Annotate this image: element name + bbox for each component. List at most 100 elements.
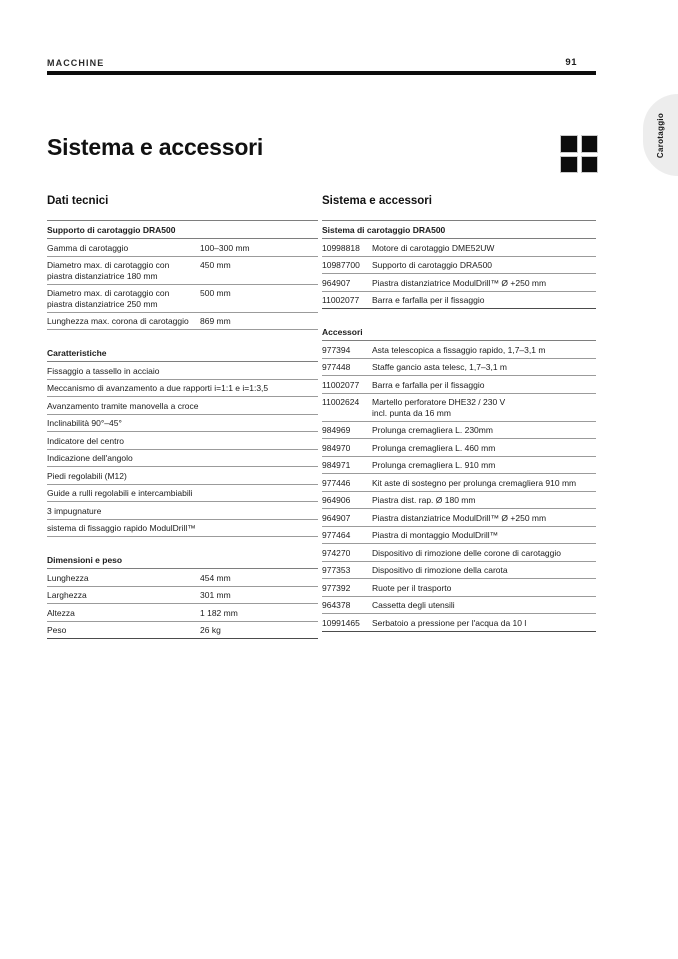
table-row: Altezza 1 182 mm [47, 604, 318, 622]
row-value: 26 kg [200, 625, 221, 635]
table-row: Indicazione dell'angolo [47, 450, 318, 467]
part-description-line: Motore di carotaggio DME52UW [372, 242, 495, 253]
table-row: Fissaggio a tassello in acciaio [47, 362, 318, 380]
part-number: 984970 [322, 442, 351, 453]
part-number: 977392 [322, 582, 351, 593]
row-label: Indicazione dell'angolo [47, 453, 133, 463]
part-number: 964378 [322, 600, 351, 610]
row-label: Gamma di carotaggio [47, 242, 129, 253]
row-label: Lunghezza [47, 572, 89, 583]
technical-data-column: Dati tecnici Supporto di carotaggio DRA5… [47, 195, 318, 639]
table-row: Larghezza 301 mm [47, 587, 318, 604]
table-row: 964907 Piastra distanziatrice ModulDrill™… [322, 509, 596, 527]
table-row: Indicatore del centro [47, 432, 318, 450]
part-description-line: Piastra dist. rap. Ø 180 mm [372, 495, 476, 505]
row-value: 301 mm [200, 590, 231, 600]
page-number: 91 [565, 57, 577, 68]
part-description: Asta telescopica a fissaggio rapido, 1,7… [372, 345, 596, 356]
part-number: 10987700 [322, 260, 360, 270]
table-subheader: Accessori [322, 323, 596, 341]
table-row: Meccanismo di avanzamento a due rapporti… [47, 380, 318, 397]
part-number: 977353 [322, 565, 351, 575]
table-row: 984969 Prolunga cremagliera L. 230mm [322, 422, 596, 439]
table-row: Peso 26 kg [47, 622, 318, 639]
table-row: 10991465 Serbatoio a pressione per l'acqu… [322, 614, 596, 632]
part-description-line: Staffe gancio asta telesc, 1,7–3,1 m [372, 362, 507, 372]
row-label: Avanzamento tramite manovella a croce [47, 400, 199, 411]
page-header: MACCHINE 91 [47, 0, 596, 68]
system-accessories-tables: Sistema di carotaggio DRA500 10998818 Moto… [322, 220, 596, 632]
row-label: Inclinabilità 90°–45° [47, 418, 122, 428]
table-row: Lunghezza max. corona di carotaggio 869 m… [47, 313, 318, 330]
part-description-line: Kit aste di sostegno per prolunga cremag… [372, 477, 577, 488]
row-label: Indicatore del centro [47, 435, 125, 446]
table-row: sistema di fissaggio rapido ModulDrill™ [47, 520, 318, 537]
part-description-line: Prolunga cremagliera L. 460 mm [372, 442, 496, 453]
part-description: Piastra dist. rap. Ø 180 mm [372, 495, 596, 506]
row-label: Piedi regolabili (M12) [47, 470, 127, 481]
table-row: 964907 Piastra distanziatrice ModulDrill™… [322, 274, 596, 292]
row-label: Guide a rulli regolabili e intercambiabi… [47, 488, 193, 498]
part-description-line: Asta telescopica a fissaggio rapido, 1,7… [372, 344, 546, 355]
logo-square-icon [560, 135, 578, 153]
part-description-line: Prolunga cremagliera L. 910 mm [372, 460, 496, 470]
part-description-line: Piastra distanziatrice ModulDrill™ Ø +25… [372, 512, 547, 523]
part-description-line: Dispositivo di rimozione della carota [372, 565, 508, 575]
part-description: Ruote per il trasporto [372, 583, 596, 594]
part-description: Piastra di montaggio ModulDrill™ [372, 530, 596, 541]
part-description-line: Serbatoio a pressione per l'acqua da 10 … [372, 617, 527, 628]
table-row: Gamma di carotaggio 100–300 mm [47, 239, 318, 257]
table-subheader: Caratteristiche [47, 344, 318, 362]
part-description: Prolunga cremagliera L. 910 mm [372, 460, 596, 471]
part-description-line: incl. punta da 16 mm [372, 407, 451, 418]
logo-square-icon [560, 155, 578, 173]
part-description: Piastra distanziatrice ModulDrill™ Ø +25… [372, 278, 596, 289]
row-value: 454 mm [200, 572, 231, 583]
part-description-line: Ruote per il trasporto [372, 582, 452, 593]
part-number: 11002077 [322, 379, 360, 390]
table-row: 964906 Piastra dist. rap. Ø 180 mm [322, 492, 596, 509]
table-row: 3 impugnature [47, 502, 318, 520]
row-label: Lunghezza max. corona di carotaggio [47, 316, 189, 326]
row-value: 100–300 mm [200, 242, 250, 253]
row-label: Fissaggio a tassello in acciaio [47, 365, 160, 376]
part-description: Supporto di carotaggio DRA500 [372, 260, 596, 271]
table-row: 984970 Prolunga cremagliera L. 460 mm [322, 439, 596, 457]
part-number: 977446 [322, 477, 351, 488]
system-accessories-column: Sistema e accessori Sistema di carotaggi… [322, 195, 596, 639]
part-number: 964907 [322, 277, 351, 288]
table-row: 977392 Ruote per il trasporto [322, 579, 596, 597]
table-row: Inclinabilità 90°–45° [47, 415, 318, 432]
row-value: 869 mm [200, 316, 231, 326]
part-description-line: Barra e farfalla per il fissaggio [372, 379, 485, 390]
table-subheader: Sistema di carotaggio DRA500 [322, 221, 596, 239]
part-number: 11002077 [322, 295, 360, 305]
part-description: Kit aste di sostegno per prolunga cremag… [372, 478, 596, 489]
part-description-line: Piastra di montaggio ModulDrill™ [372, 530, 499, 540]
two-column-layout: Dati tecnici Supporto di carotaggio DRA5… [47, 195, 596, 639]
technical-data-tables: Supporto di carotaggio DRA500 Gamma di ca… [47, 220, 318, 639]
table-row: 977446 Kit aste di sostegno per prolunga … [322, 474, 596, 492]
table-row: Avanzamento tramite manovella a croce [47, 397, 318, 415]
part-description: Dispositivo di rimozione delle corone di… [372, 548, 596, 559]
data-table: Dimensioni e peso Lunghezza 454 mm Larghezz… [47, 551, 318, 639]
part-number: 977448 [322, 362, 351, 372]
part-description: Dispositivo di rimozione della carota [372, 565, 596, 576]
part-description-line: Piastra distanziatrice ModulDrill™ Ø +25… [372, 277, 547, 288]
row-label: 3 impugnature [47, 505, 102, 516]
part-description: Serbatoio a pressione per l'acqua da 10 … [372, 618, 596, 629]
row-value: 1 182 mm [200, 607, 238, 618]
logo-square-icon [580, 155, 598, 173]
table-row: 11002077 Barra e farfalla per il fissaggi… [322, 292, 596, 309]
part-description-line: Supporto di carotaggio DRA500 [372, 260, 493, 270]
four-squares-logo-icon [560, 135, 598, 173]
part-description: Barra e farfalla per il fissaggio [372, 380, 596, 391]
part-number: 977394 [322, 344, 351, 355]
table-row: 10998818 Motore di carotaggio DME52UW [322, 239, 596, 257]
table-row: 977353 Dispositivo di rimozione della car… [322, 562, 596, 579]
row-label: Peso [47, 625, 67, 635]
part-description-line: Cassetta degli utensili [372, 600, 455, 610]
part-number: 10998818 [322, 242, 360, 253]
data-table: Supporto di carotaggio DRA500 Gamma di ca… [47, 220, 318, 330]
